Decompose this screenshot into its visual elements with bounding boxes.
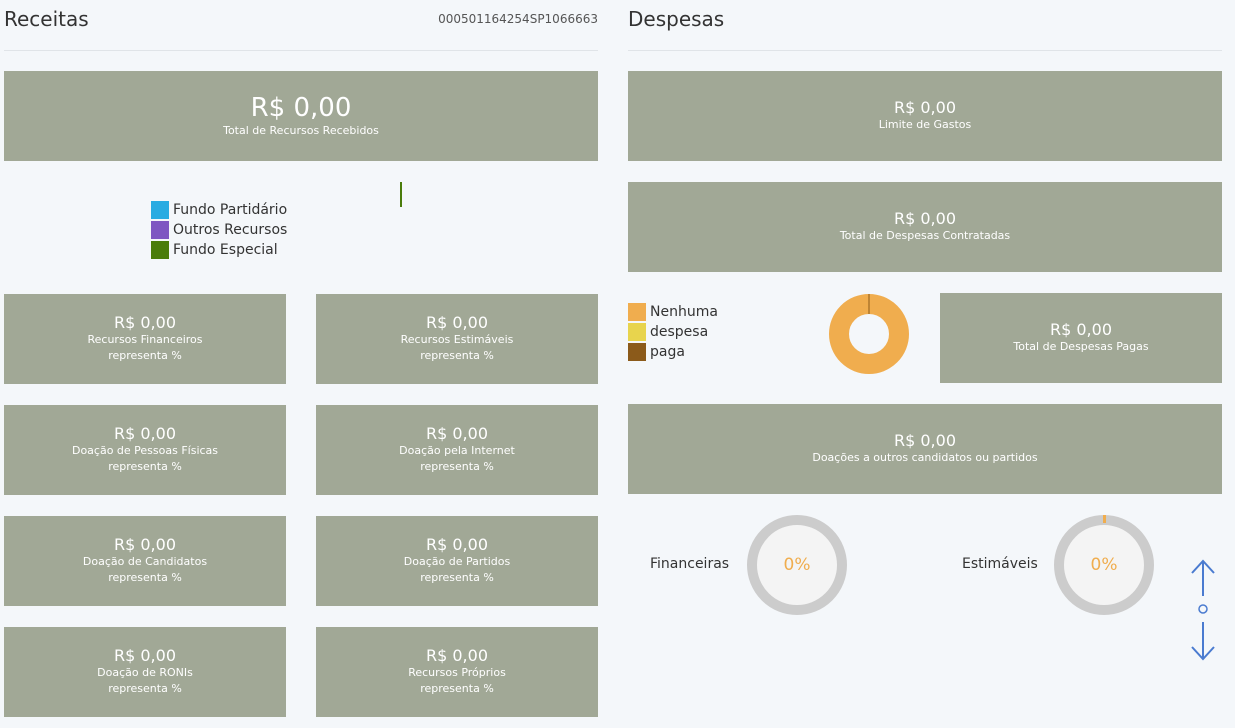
gauge-estimaveis-marker: [1103, 515, 1106, 523]
despesas-header: Despesas: [628, 0, 1222, 51]
despesas-legend: Nenhuma despesa paga: [628, 302, 718, 362]
total-recursos-label: Total de Recursos Recebidos: [223, 124, 379, 137]
legend-label: Fundo Especial: [173, 242, 278, 258]
gauge-label-financeiras: Financeiras: [650, 556, 730, 572]
legend-swatch-paga: [628, 343, 646, 361]
card-recursos-estimaveis: R$ 0,00 Recursos Estimáveis representa %: [316, 294, 598, 384]
receitas-legend: Fundo Partidário Outros Recursos Fundo E…: [151, 200, 287, 260]
card-sub: representa %: [108, 682, 182, 695]
total-recursos-card: R$ 0,00 Total de Recursos Recebidos: [4, 71, 598, 161]
despesas-contratadas-label: Total de Despesas Contratadas: [839, 229, 1011, 242]
card-value: R$ 0,00: [425, 646, 488, 665]
legend-swatch-outros-recursos: [151, 221, 169, 239]
gauge-financeiras: 0%: [747, 515, 847, 615]
card-label: Recursos Próprios: [408, 666, 506, 679]
card-value: R$ 0,00: [113, 313, 176, 332]
legend-item: paga: [628, 342, 718, 362]
legend-label: Nenhuma: [650, 304, 718, 320]
legend-item: Fundo Especial: [151, 240, 287, 260]
card-value: R$ 0,00: [113, 535, 176, 554]
receitas-header: Receitas 000501164254SP1066663: [4, 0, 598, 51]
limite-gastos-card: R$ 0,00 Limite de Gastos: [628, 71, 1222, 161]
card-value: R$ 0,00: [113, 646, 176, 665]
card-label: Doação de Pessoas Físicas: [71, 444, 219, 457]
card-sub: representa %: [420, 460, 494, 473]
despesas-pagas-card: R$ 0,00 Total de Despesas Pagas: [940, 293, 1222, 383]
card-label: Recursos Financeiros: [87, 333, 203, 346]
legend-item: Nenhuma: [628, 302, 718, 322]
gauge-value: 0%: [1090, 555, 1118, 575]
despesas-donut-chart: [829, 294, 909, 374]
receitas-panel: Receitas 000501164254SP1066663 R$ 0,00 T…: [4, 0, 598, 717]
card-value: R$ 0,00: [425, 424, 488, 443]
legend-swatch-fundo-especial: [151, 241, 169, 259]
card-label: Doação pela Internet: [399, 444, 515, 457]
card-label: Doação de Partidos: [403, 555, 511, 568]
gauge-value: 0%: [783, 555, 811, 575]
candidate-id: 000501164254SP1066663: [438, 12, 598, 26]
doacoes-outros-value: R$ 0,00: [893, 431, 956, 450]
card-label: Doação de RONIs: [97, 666, 193, 679]
card-doacao-candidatos: R$ 0,00 Doação de Candidatos representa …: [4, 516, 286, 606]
card-value: R$ 0,00: [425, 313, 488, 332]
legend-label: Fundo Partidário: [173, 202, 288, 218]
legend-item: Fundo Partidário: [151, 200, 287, 220]
card-label: Doação de Candidatos: [82, 555, 208, 568]
card-recursos-proprios: R$ 0,00 Recursos Próprios representa %: [316, 627, 598, 717]
legend-item: Outros Recursos: [151, 220, 287, 240]
card-sub: representa %: [108, 460, 182, 473]
arrow-down-icon[interactable]: [1189, 620, 1217, 662]
card-label: Recursos Estimáveis: [400, 333, 514, 346]
card-doacao-pessoas-fisicas: R$ 0,00 Doação de Pessoas Físicas repres…: [4, 405, 286, 495]
despesas-title: Despesas: [628, 7, 725, 31]
legend-label: Outros Recursos: [173, 222, 288, 238]
gauge-estimaveis: 0%: [1054, 515, 1154, 615]
card-sub: representa %: [420, 349, 494, 362]
despesas-contratadas-card: R$ 0,00 Total de Despesas Contratadas: [628, 182, 1222, 272]
receitas-title: Receitas: [4, 7, 89, 31]
card-doacao-partidos: R$ 0,00 Doação de Partidos representa %: [316, 516, 598, 606]
arrow-up-icon[interactable]: [1189, 558, 1217, 598]
despesas-panel: Despesas R$ 0,00 Limite de Gastos R$ 0,0…: [628, 0, 1222, 615]
card-sub: representa %: [108, 349, 182, 362]
limite-gastos-value: R$ 0,00: [893, 98, 956, 117]
legend-swatch-despesa: [628, 323, 646, 341]
total-recursos-value: R$ 0,00: [250, 93, 352, 123]
doacoes-outros-card: R$ 0,00 Doações a outros candidatos ou p…: [628, 404, 1222, 494]
legend-swatch-nenhuma: [628, 303, 646, 321]
gauge-label-estimaveis: Estimáveis: [962, 556, 1038, 572]
legend-item: despesa: [628, 322, 718, 342]
card-sub: representa %: [420, 571, 494, 584]
legend-swatch-fundo-partidario: [151, 201, 169, 219]
despesas-pagas-label: Total de Despesas Pagas: [1013, 340, 1149, 353]
card-recursos-financeiros: R$ 0,00 Recursos Financeiros representa …: [4, 294, 286, 384]
circle-icon[interactable]: [1197, 603, 1209, 615]
card-value: R$ 0,00: [425, 535, 488, 554]
despesas-contratadas-value: R$ 0,00: [893, 209, 956, 228]
doacoes-outros-label: Doações a outros candidatos ou partidos: [812, 451, 1038, 464]
card-sub: representa %: [420, 682, 494, 695]
limite-gastos-label: Limite de Gastos: [878, 118, 972, 131]
card-value: R$ 0,00: [113, 424, 176, 443]
card-doacao-internet: R$ 0,00 Doação pela Internet representa …: [316, 405, 598, 495]
receitas-chart-bar: [400, 182, 402, 207]
legend-label: despesa: [650, 324, 709, 340]
legend-label: paga: [650, 344, 685, 360]
despesas-pagas-value: R$ 0,00: [1049, 320, 1112, 339]
card-doacao-ronis: R$ 0,00 Doação de RONIs representa %: [4, 627, 286, 717]
card-sub: representa %: [108, 571, 182, 584]
